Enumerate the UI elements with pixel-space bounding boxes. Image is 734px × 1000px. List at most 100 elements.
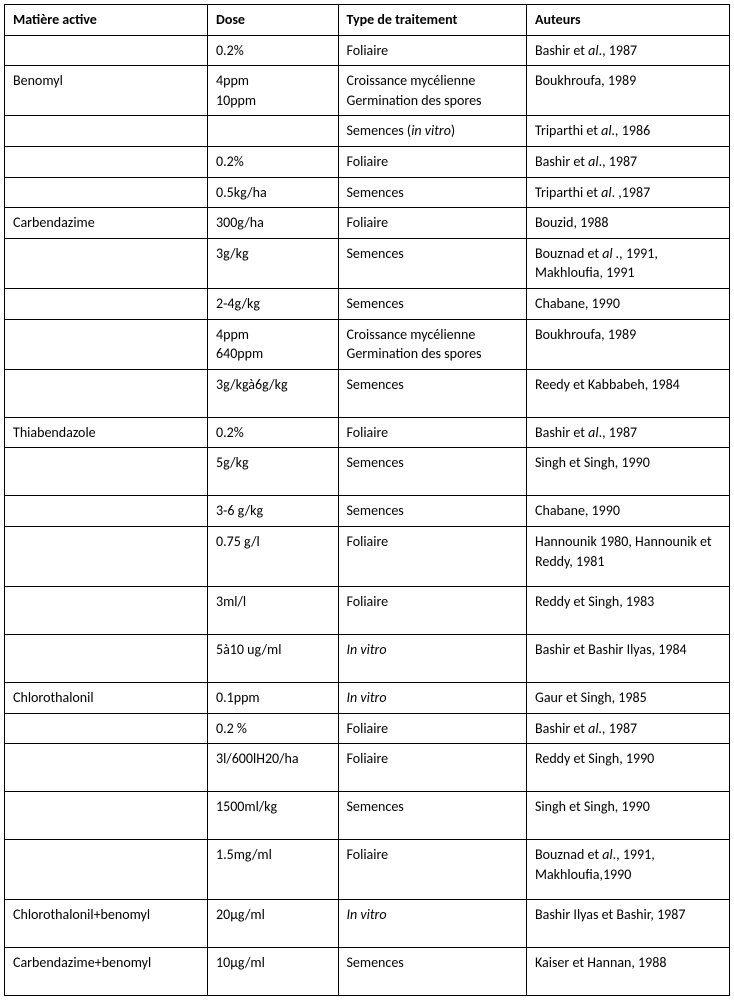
cell-type: In vitro	[338, 634, 527, 682]
cell-type: Croissance mycélienneGermination des spo…	[338, 66, 527, 116]
cell-dose: 5g/kg	[208, 448, 339, 496]
cell-matiere: Chlorothalonil	[5, 682, 208, 713]
cell-type: Foliaire	[338, 744, 527, 792]
cell-dose: 2-4g/kg	[208, 288, 339, 319]
cell-type: In vitro	[338, 682, 527, 713]
cell-type: Foliaire	[338, 146, 527, 177]
table-row: 0.2 %FoliaireBashir et al., 1987	[5, 713, 730, 744]
table-row: 0.2%FoliaireBashir et al., 1987	[5, 146, 730, 177]
cell-auteurs: Boukhroufa, 1989	[527, 319, 730, 369]
cell-dose: 0.2 %	[208, 713, 339, 744]
cell-matiere	[5, 713, 208, 744]
cell-matiere: Benomyl	[5, 66, 208, 116]
cell-matiere	[5, 586, 208, 634]
cell-matiere: Carbendazime+benomyl	[5, 948, 208, 996]
cell-auteurs: Kaiser et Hannan, 1988	[527, 948, 730, 996]
header-row: Matière active Dose Type de traitement A…	[5, 5, 730, 36]
cell-auteurs: Reddy et Singh, 1990	[527, 744, 730, 792]
col-dose: Dose	[208, 5, 339, 36]
cell-type: Foliaire	[338, 417, 527, 448]
cell-type: Semences	[338, 948, 527, 996]
cell-type: Foliaire	[338, 526, 527, 586]
table-row: Thiabendazole0.2%FoliaireBashir et al., …	[5, 417, 730, 448]
cell-matiere	[5, 116, 208, 147]
table-row: 0.2%FoliaireBashir et al., 1987	[5, 35, 730, 66]
cell-matiere	[5, 288, 208, 319]
cell-auteurs: Chabane, 1990	[527, 496, 730, 527]
cell-matiere	[5, 369, 208, 417]
col-type: Type de traitement	[338, 5, 527, 36]
col-auteurs: Auteurs	[527, 5, 730, 36]
cell-auteurs: Bouznad et al ., 1991, Makhloufia, 1991	[527, 238, 730, 288]
cell-matiere	[5, 840, 208, 900]
cell-auteurs: Singh et Singh, 1990	[527, 792, 730, 840]
table-row: 5g/kgSemencesSingh et Singh, 1990	[5, 448, 730, 496]
cell-dose: 4ppm640ppm	[208, 319, 339, 369]
table-row: 5à10 ug/mlIn vitroBashir et Bashir Ilyas…	[5, 634, 730, 682]
cell-auteurs: Triparthi et al. ,1987	[527, 177, 730, 208]
cell-matiere	[5, 146, 208, 177]
cell-type: Foliaire	[338, 713, 527, 744]
cell-type: Semences	[338, 238, 527, 288]
cell-matiere: Thiabendazole	[5, 417, 208, 448]
table-row: 0.5kg/haSemencesTriparthi et al. ,1987	[5, 177, 730, 208]
cell-auteurs: Boukhroufa, 1989	[527, 66, 730, 116]
cell-dose: 0.2%	[208, 146, 339, 177]
cell-dose: 5à10 ug/ml	[208, 634, 339, 682]
table-row: Benomyl4ppm10ppmCroissance mycélienneGer…	[5, 66, 730, 116]
cell-auteurs: Bashir et al., 1987	[527, 35, 730, 66]
cell-dose: 300g/ha	[208, 208, 339, 239]
table-row: 0.75 g/lFoliaireHannounik 1980, Hannouni…	[5, 526, 730, 586]
cell-matiere	[5, 634, 208, 682]
cell-auteurs: Gaur et Singh, 1985	[527, 682, 730, 713]
cell-dose: 3g/kg	[208, 238, 339, 288]
treatment-table: Matière active Dose Type de traitement A…	[4, 4, 730, 996]
cell-matiere: Carbendazime	[5, 208, 208, 239]
cell-matiere	[5, 496, 208, 527]
cell-dose: 3ml/l	[208, 586, 339, 634]
table-row: Carbendazime+benomyl10µg/mlSemencesKaise…	[5, 948, 730, 996]
cell-auteurs: Singh et Singh, 1990	[527, 448, 730, 496]
cell-type: Semences	[338, 496, 527, 527]
cell-auteurs: Bouzid, 1988	[527, 208, 730, 239]
cell-dose: 0.75 g/l	[208, 526, 339, 586]
cell-dose: 0.2%	[208, 35, 339, 66]
table-row: 3ml/lFoliaireReddy et Singh, 1983	[5, 586, 730, 634]
cell-type: Foliaire	[338, 586, 527, 634]
cell-dose: 0.5kg/ha	[208, 177, 339, 208]
table-row: Carbendazime300g/haFoliaireBouzid, 1988	[5, 208, 730, 239]
cell-dose: 1500ml/kg	[208, 792, 339, 840]
cell-auteurs: Reedy et Kabbabeh, 1984	[527, 369, 730, 417]
cell-matiere	[5, 35, 208, 66]
table-row: 3-6 g/kgSemencesChabane, 1990	[5, 496, 730, 527]
cell-dose: 3l/600lH20/ha	[208, 744, 339, 792]
table-row: Semences (in vitro)Triparthi et al., 198…	[5, 116, 730, 147]
cell-matiere	[5, 319, 208, 369]
cell-dose: 1.5mg/ml	[208, 840, 339, 900]
table-body: 0.2%FoliaireBashir et al., 1987Benomyl4p…	[5, 35, 730, 996]
cell-matiere	[5, 238, 208, 288]
cell-auteurs: Bashir et al., 1987	[527, 417, 730, 448]
cell-auteurs: Chabane, 1990	[527, 288, 730, 319]
cell-dose: 20µg/ml	[208, 900, 339, 948]
cell-type: Semences	[338, 288, 527, 319]
cell-matiere	[5, 792, 208, 840]
table-row: 1.5mg/mlFoliaireBouznad et al., 1991, Ma…	[5, 840, 730, 900]
cell-matiere	[5, 526, 208, 586]
cell-auteurs: Bashir et al., 1987	[527, 713, 730, 744]
cell-matiere	[5, 448, 208, 496]
cell-dose: 10µg/ml	[208, 948, 339, 996]
table-row: 3l/600lH20/haFoliaireReddy et Singh, 199…	[5, 744, 730, 792]
cell-auteurs: Bouznad et al., 1991, Makhloufia,1990	[527, 840, 730, 900]
cell-auteurs: Bashir Ilyas et Bashir, 1987	[527, 900, 730, 948]
cell-matiere	[5, 744, 208, 792]
table-row: Chlorothalonil+benomyl20µg/mlIn vitroBas…	[5, 900, 730, 948]
cell-type: Semences (in vitro)	[338, 116, 527, 147]
table-row: 3g/kgSemencesBouznad et al ., 1991, Makh…	[5, 238, 730, 288]
cell-dose	[208, 116, 339, 147]
cell-dose: 3g/kgà6g/kg	[208, 369, 339, 417]
cell-auteurs: Reddy et Singh, 1983	[527, 586, 730, 634]
cell-type: Semences	[338, 792, 527, 840]
col-matiere: Matière active	[5, 5, 208, 36]
cell-dose: 3-6 g/kg	[208, 496, 339, 527]
